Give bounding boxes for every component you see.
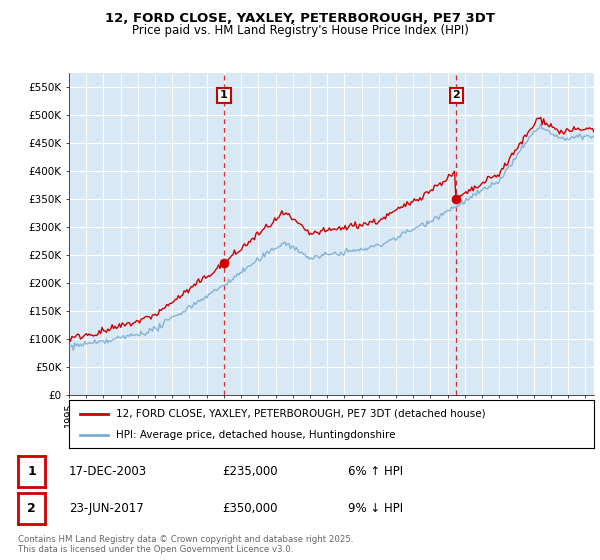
Text: £235,000: £235,000 <box>222 465 278 478</box>
Text: 1: 1 <box>27 465 36 478</box>
Text: 12, FORD CLOSE, YAXLEY, PETERBOROUGH, PE7 3DT: 12, FORD CLOSE, YAXLEY, PETERBOROUGH, PE… <box>105 12 495 25</box>
Text: Contains HM Land Registry data © Crown copyright and database right 2025.
This d: Contains HM Land Registry data © Crown c… <box>18 535 353 554</box>
Text: 2: 2 <box>452 90 460 100</box>
Text: 17-DEC-2003: 17-DEC-2003 <box>69 465 147 478</box>
Text: 6% ↑ HPI: 6% ↑ HPI <box>348 465 403 478</box>
Text: £350,000: £350,000 <box>222 502 277 515</box>
Text: 23-JUN-2017: 23-JUN-2017 <box>69 502 144 515</box>
Text: HPI: Average price, detached house, Huntingdonshire: HPI: Average price, detached house, Hunt… <box>116 430 396 440</box>
Text: 9% ↓ HPI: 9% ↓ HPI <box>348 502 403 515</box>
Text: 12, FORD CLOSE, YAXLEY, PETERBOROUGH, PE7 3DT (detached house): 12, FORD CLOSE, YAXLEY, PETERBOROUGH, PE… <box>116 409 486 419</box>
Text: Price paid vs. HM Land Registry's House Price Index (HPI): Price paid vs. HM Land Registry's House … <box>131 24 469 36</box>
Text: 2: 2 <box>27 502 36 515</box>
Text: 1: 1 <box>220 90 228 100</box>
